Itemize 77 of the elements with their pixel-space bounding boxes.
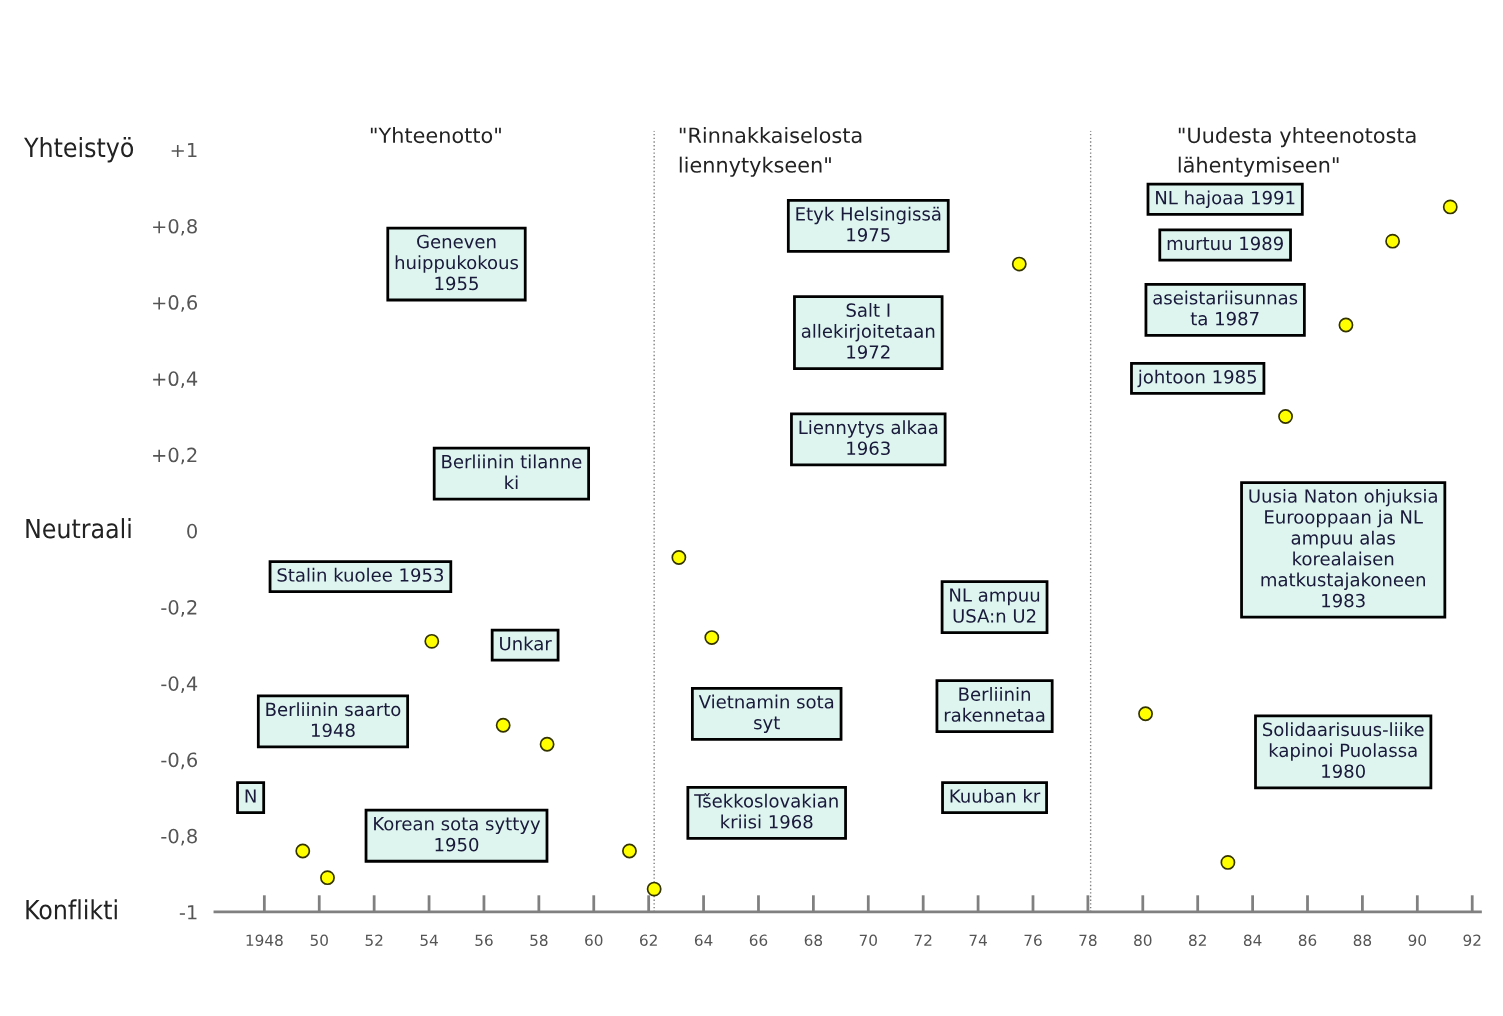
annotation: Stalin kuolee 1953 [277,567,444,582]
x-tick-label: 78 [1079,934,1097,947]
y-tick-label: +0,8 [153,218,197,236]
y-tick-label: +0,4 [153,371,198,389]
point [622,843,637,859]
annotation: NL ampuu USA:n U2 [950,588,1040,623]
annotation: Unkar [500,636,552,651]
annotation: NL hajoaa 1991 [1156,190,1295,208]
annotation: Korean sota syttyy 1950 [374,817,541,852]
x-tick-label: 62 [640,934,657,947]
x-tick-label: 82 [1189,934,1206,947]
annotation: Liennytys alkaa 1963 [799,420,938,456]
annotation: Geneven huippukokous 1955 [395,234,519,291]
x-tick-label: 72 [914,934,932,946]
x-tick-label: 74 [969,934,987,946]
x-tick-label: 68 [804,934,823,947]
x-tick-label: 90 [1408,934,1427,947]
x-tick-label: 50 [310,934,328,947]
point [646,881,662,897]
point [424,633,440,649]
text: Konflikti [26,899,117,920]
annotation: murtuu 1989 [1167,236,1283,251]
point [704,630,720,645]
annotation: N [245,789,256,803]
point [1385,233,1401,249]
point [1338,317,1354,333]
annotation: "Yhteenotto" [370,127,501,144]
x-tick-label: 92 [1463,934,1481,947]
y-tick-label: -0,4 [161,676,198,693]
y-tick-label: -0,2 [161,600,197,617]
text: Yhteistyö [24,136,134,163]
x-tick-label: 76 [1024,934,1042,947]
y-tick-label: -0,8 [161,828,197,846]
point [320,870,335,886]
x-tick-label: 52 [365,934,383,947]
annotation: "Rinnakkaiselosta liennytykseen" [679,127,862,177]
point [495,717,511,733]
x-tick-label: 60 [585,934,603,947]
x-tick-label: 66 [749,934,768,947]
point [1138,706,1153,722]
y-tick-label: 0 [187,523,197,539]
x-tick-label: 56 [475,934,493,947]
point [539,736,555,752]
x-tick-label: 70 [859,934,877,947]
annotation: Etyk Helsingissä 1975 [796,206,941,242]
x-tick-label: 64 [694,934,713,947]
annotation: Berliinin rakennetaa [944,686,1045,722]
y-tick-label: +0,2 [153,447,197,465]
annotation: Vietnamin sota syt [698,694,834,733]
point [1220,854,1236,870]
x-tick-label: 1948 [246,934,283,947]
y-tick-label: -1 [179,905,197,920]
point [671,550,687,565]
x-tick-label: 84 [1243,934,1262,947]
annotation: Berliinin saarto 1948 [266,702,401,738]
y-tick-label: -0,6 [161,752,198,770]
x-tick-label: 80 [1134,934,1152,947]
annotation: Berliinin tilanne ki [442,454,582,490]
annotation: Uusia Naton ohjuksia Eurooppaan ja NL ampuu alas korealaisen matkustajakoneen 1983 [1249,488,1437,608]
y-tick-label: +0,6 [153,295,198,312]
x-tick-label: 86 [1298,934,1317,947]
annotation: aseistariisunnas ta 1987 [1153,290,1298,326]
annotation: Salt I allekirjoitetaan 1972 [801,303,935,359]
y-tick-label: +1 [171,142,197,158]
point [1278,409,1293,424]
x-tick-label: 58 [530,934,548,947]
annotation: johtoon 1985 [1137,369,1257,388]
point [1011,256,1027,272]
point [295,843,311,859]
annotation: Kuuban kr [950,788,1041,803]
x-tick-label: 54 [420,934,438,947]
point [1442,199,1458,215]
annotation: Tšekkoslovakian kriisi 1968 [694,792,838,829]
annotation: "Uudesta yhteenotosta lähentymiseen" [1178,127,1416,177]
x-tick-label: 88 [1353,934,1372,947]
annotation: Solidaarisuus-liike kapinoi Puolassa 1980 [1263,722,1424,779]
text: Neutraali [26,518,131,539]
